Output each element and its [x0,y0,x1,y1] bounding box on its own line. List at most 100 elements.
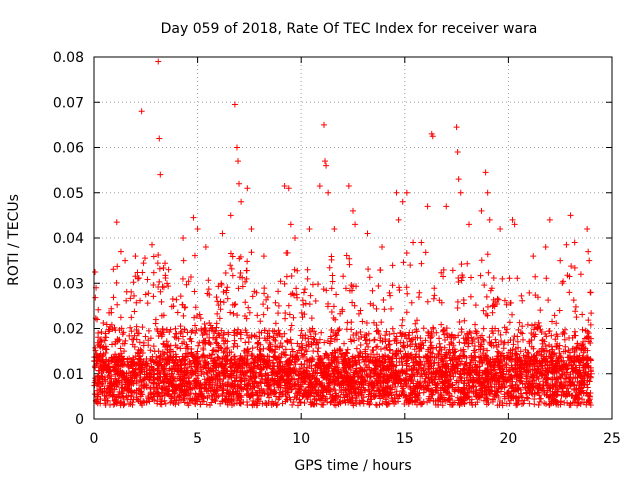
data-point [356,348,363,355]
data-point [121,348,128,355]
data-point [471,342,478,349]
data-point [92,344,99,351]
data-point [227,309,234,316]
data-point [346,255,353,262]
data-point [535,402,542,409]
data-point [351,302,358,309]
data-point [130,292,137,299]
data-point [357,364,364,371]
data-point [187,274,194,281]
data-point [220,299,227,306]
data-point [325,300,332,307]
data-point [128,328,135,335]
data-point [418,260,425,267]
data-point [458,261,465,268]
data-point [495,327,502,334]
data-point [451,388,458,395]
y-tick-label: 0.02 [53,322,84,338]
data-point [379,400,386,407]
data-point [287,326,294,333]
data-point [177,345,184,352]
data-point [230,343,237,350]
data-point [259,375,266,382]
data-point [91,363,98,370]
data-point [562,326,569,333]
data-point [275,310,282,317]
data-point [393,388,400,395]
data-point [329,350,336,357]
data-point [551,312,558,319]
data-point [175,335,182,342]
data-point [422,249,429,256]
data-point [387,292,394,299]
data-point [195,342,202,349]
data-point [532,292,539,299]
data-point [587,321,594,328]
data-point [579,342,586,349]
data-point [178,328,185,335]
data-point [124,396,131,403]
x-tick-label: 0 [90,431,99,447]
axis-ticks: 00.010.020.030.040.050.060.070.080 5 10 15 2… [53,50,621,447]
data-point [142,333,149,340]
data-point [299,297,306,304]
data-point [139,324,146,331]
x-tick-label: 15 [396,431,414,447]
data-point [556,307,563,314]
data-point [560,357,567,364]
data-point [549,318,556,325]
data-point [131,332,138,339]
data-point [366,274,373,281]
data-point [383,328,390,335]
y-tick-label: 0.03 [53,276,84,292]
data-point [335,353,342,360]
data-point [205,277,212,284]
data-point [370,347,377,354]
data-point [353,401,360,408]
data-point [449,267,456,274]
data-point [217,306,224,313]
data-point [380,296,387,303]
data-point [566,289,573,296]
data-point [193,327,200,334]
data-point [414,317,421,324]
data-point [467,329,474,336]
data-point [374,327,381,334]
data-point [106,326,113,333]
data-point [220,288,227,295]
data-point [393,340,400,347]
data-point [179,275,186,282]
data-point [389,282,396,289]
data-point [478,257,485,264]
data-point [135,330,142,337]
data-point [227,364,234,371]
data-point [365,343,372,350]
data-point [264,294,271,301]
data-point [173,296,180,303]
data-point [311,393,318,400]
data-point [375,282,382,289]
data-point [371,336,378,343]
data-point [351,337,358,344]
data-point [481,282,488,289]
data-point [417,335,424,342]
data-point [136,370,143,377]
x-tick-label: 5 [193,431,202,447]
data-point [101,385,108,392]
data-point [436,362,443,369]
data-point [364,372,371,379]
data-point [251,332,258,339]
data-point [553,320,560,327]
data-point [363,340,370,347]
data-point [260,311,267,318]
y-tick-label: 0 [75,412,84,428]
data-point [330,303,337,310]
data-point [506,275,513,282]
data-point [408,299,415,306]
data-point [441,344,448,351]
data-point [307,292,314,299]
data-point [213,294,220,301]
data-point [143,365,150,372]
data-point [119,393,126,400]
data-point [520,336,527,343]
